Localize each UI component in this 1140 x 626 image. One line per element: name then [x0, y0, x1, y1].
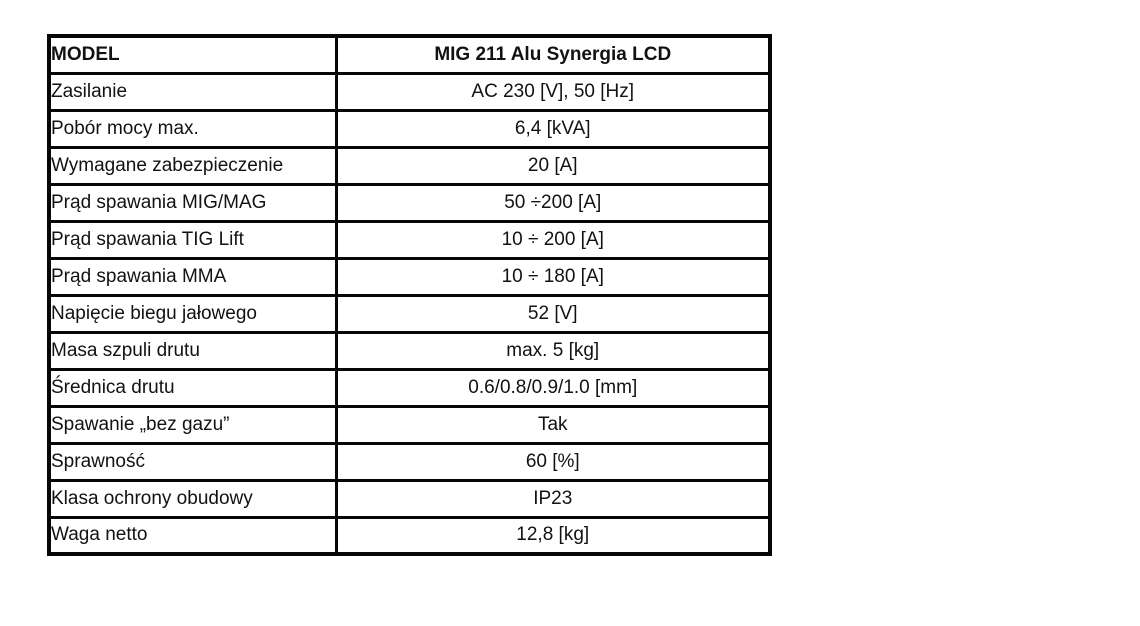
row-value: AC 230 [V], 50 [Hz] [334, 71, 772, 112]
row-value: 6,4 [kVA] [334, 108, 772, 149]
table-row-klasa-ochrony: Klasa ochrony obudowy IP23 [47, 478, 772, 519]
row-label: Prąd spawania MMA [47, 256, 338, 297]
table-row-sprawnosc: Sprawność 60 [%] [47, 441, 772, 482]
table-row-waga-netto: Waga netto 12,8 [kg] [47, 515, 772, 556]
header-label-model: MODEL [47, 34, 338, 75]
table-row-pobor-mocy: Pobór mocy max. 6,4 [kVA] [47, 108, 772, 149]
spec-table: MODEL MIG 211 Alu Synergia LCD Zasilanie… [47, 34, 772, 556]
table-row-prad-mma: Prąd spawania MMA 10 ÷ 180 [A] [47, 256, 772, 297]
row-label: Zasilanie [47, 71, 338, 112]
row-value: IP23 [334, 478, 772, 519]
row-value: 50 ÷200 [A] [334, 182, 772, 223]
row-label: Prąd spawania TIG Lift [47, 219, 338, 260]
row-value: 10 ÷ 200 [A] [334, 219, 772, 260]
row-label: Masa szpuli drutu [47, 330, 338, 371]
row-label: Napięcie biegu jałowego [47, 293, 338, 334]
table-row-srednica-drutu: Średnica drutu 0.6/0.8/0.9/1.0 [mm] [47, 367, 772, 408]
table-row-napiecie-biegu: Napięcie biegu jałowego 52 [V] [47, 293, 772, 334]
row-label: Wymagane zabezpieczenie [47, 145, 338, 186]
table-row-spawanie-bez-gazu: Spawanie „bez gazu” Tak [47, 404, 772, 445]
row-value: 60 [%] [334, 441, 772, 482]
table-row-prad-mig-mag: Prąd spawania MIG/MAG 50 ÷200 [A] [47, 182, 772, 223]
row-value: max. 5 [kg] [334, 330, 772, 371]
row-value: 20 [A] [334, 145, 772, 186]
row-label: Sprawność [47, 441, 338, 482]
row-label: Spawanie „bez gazu” [47, 404, 338, 445]
table-row-masa-szpuli: Masa szpuli drutu max. 5 [kg] [47, 330, 772, 371]
header-value-model-name: MIG 211 Alu Synergia LCD [334, 34, 772, 75]
row-value: 0.6/0.8/0.9/1.0 [mm] [334, 367, 772, 408]
row-value: 10 ÷ 180 [A] [334, 256, 772, 297]
table-header-row: MODEL MIG 211 Alu Synergia LCD [47, 34, 772, 75]
row-value: 12,8 [kg] [334, 515, 772, 556]
row-value: Tak [334, 404, 772, 445]
row-label: Waga netto [47, 515, 338, 556]
table-row-zasilanie: Zasilanie AC 230 [V], 50 [Hz] [47, 71, 772, 112]
table-row-zabezpieczenie: Wymagane zabezpieczenie 20 [A] [47, 145, 772, 186]
row-label: Pobór mocy max. [47, 108, 338, 149]
row-label: Średnica drutu [47, 367, 338, 408]
row-label: Klasa ochrony obudowy [47, 478, 338, 519]
row-label: Prąd spawania MIG/MAG [47, 182, 338, 223]
table-row-prad-tig-lift: Prąd spawania TIG Lift 10 ÷ 200 [A] [47, 219, 772, 260]
row-value: 52 [V] [334, 293, 772, 334]
